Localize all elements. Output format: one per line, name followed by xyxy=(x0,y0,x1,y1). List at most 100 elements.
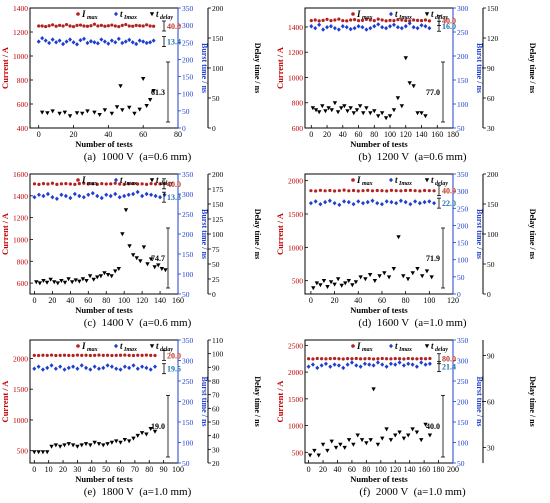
left-axis-label: Current / A xyxy=(275,46,285,89)
tImax-point xyxy=(419,360,424,365)
tdelay-point xyxy=(96,442,102,447)
tdelay-point xyxy=(314,281,320,286)
annotation-imax: 80.0 xyxy=(442,355,456,364)
burst-tick-label: 200 xyxy=(457,221,469,230)
tImax-point xyxy=(113,191,118,197)
tImax-point xyxy=(109,364,114,369)
imax-point xyxy=(73,182,77,186)
tdelay-point xyxy=(423,422,428,427)
imax-point xyxy=(432,189,436,193)
tdelay-point xyxy=(109,111,115,116)
tImax-point xyxy=(372,24,377,29)
legend-label-tdelay: t xyxy=(431,175,434,185)
tdelay-point xyxy=(318,283,323,288)
legend-label-tImax: t xyxy=(120,341,123,351)
legend-sub-tImax: Imax xyxy=(398,181,412,187)
left-tick-label: 600 xyxy=(17,279,29,288)
tdelay-point xyxy=(338,442,343,447)
left-tick-label: 1500 xyxy=(288,210,303,219)
tImax-point xyxy=(92,364,97,369)
legend-sub-tImax: Imax xyxy=(398,15,412,21)
tImax-point xyxy=(86,192,91,197)
tImax-point xyxy=(162,192,167,197)
imax-point xyxy=(419,19,424,23)
legend-marker-tdelay xyxy=(149,12,155,17)
imax-point xyxy=(149,353,153,357)
tImax-point xyxy=(32,366,37,371)
legend-marker-tImax xyxy=(389,11,393,17)
tImax-point xyxy=(144,40,149,46)
imax-point xyxy=(101,353,105,357)
tImax-point xyxy=(144,191,149,197)
tImax-point xyxy=(131,363,136,368)
tImax-point xyxy=(332,362,337,367)
delay-axis-label: Delay time / ns xyxy=(253,376,262,426)
annotation-tdelay: 40.0 xyxy=(426,422,440,431)
tdelay-point xyxy=(74,111,80,116)
tImax-point xyxy=(348,26,353,32)
tdelay-point xyxy=(147,98,153,102)
burst-axis-label: Burst time / ns xyxy=(475,209,484,259)
tdelay-point xyxy=(332,282,337,287)
legend-sub-tdelay: delay xyxy=(160,181,173,187)
burst-tick-label: 250 xyxy=(457,377,469,386)
legend-label-tdelay: t xyxy=(156,175,159,185)
tImax-point xyxy=(356,24,361,29)
tImax-point xyxy=(419,23,424,28)
delay-tick-label: 50 xyxy=(212,94,220,103)
imax-point xyxy=(315,356,319,361)
tdelay-point xyxy=(342,445,347,450)
caption-d: (d) 1600 V (a=1.0 mm) xyxy=(358,317,467,329)
tdelay-point xyxy=(313,108,319,113)
tImax-point xyxy=(144,365,149,371)
tImax-point xyxy=(50,37,55,42)
burst-tick-label: 200 xyxy=(457,52,469,61)
tdelay-point xyxy=(384,427,389,432)
delay-tick-label: 110 xyxy=(212,336,223,345)
left-axis-label: Current / A xyxy=(275,212,285,255)
burst-tick-label: 250 xyxy=(182,377,194,386)
tdelay-point xyxy=(98,274,104,279)
x-tick-label: 160 xyxy=(431,130,443,139)
tImax-point xyxy=(47,40,52,46)
imax-point xyxy=(337,17,341,21)
x-tick-label: 60 xyxy=(139,130,147,139)
imax-point xyxy=(408,19,412,23)
tdelay-point xyxy=(379,111,385,116)
tImax-point xyxy=(153,193,158,199)
tImax-point xyxy=(88,367,93,372)
imax-point xyxy=(82,181,86,185)
legend-sub-tdelay: delay xyxy=(435,15,448,21)
tdelay-point xyxy=(34,280,39,285)
tdelay-point xyxy=(351,111,357,116)
tdelay-point xyxy=(123,208,129,213)
tImax-point xyxy=(354,363,359,368)
tdelay-point xyxy=(62,280,68,285)
imax-point xyxy=(127,24,131,28)
tImax-point xyxy=(323,199,328,205)
delay-tick-label: 100 xyxy=(212,350,224,359)
tImax-point xyxy=(68,37,73,42)
tdelay-point xyxy=(144,432,149,437)
tdelay-point xyxy=(40,450,46,455)
imax-point xyxy=(131,182,135,186)
imax-point xyxy=(309,19,313,23)
tdelay-point xyxy=(325,448,330,453)
tImax-point xyxy=(63,193,68,199)
burst-tick-label: 150 xyxy=(457,76,469,85)
tImax-point xyxy=(95,41,100,46)
left-tick-label: 1000 xyxy=(13,52,28,61)
burst-tick-label: 100 xyxy=(182,270,194,279)
x-tick-label: 80 xyxy=(370,130,378,139)
tImax-point xyxy=(148,40,153,45)
tImax-point xyxy=(376,22,381,27)
x-tick-label: 50 xyxy=(102,465,110,474)
legend-label-tdelay: t xyxy=(156,9,159,19)
tdelay-point xyxy=(83,442,89,447)
left-tick-label: 800 xyxy=(292,99,304,108)
tImax-point xyxy=(148,367,153,372)
tImax-point xyxy=(140,364,145,369)
